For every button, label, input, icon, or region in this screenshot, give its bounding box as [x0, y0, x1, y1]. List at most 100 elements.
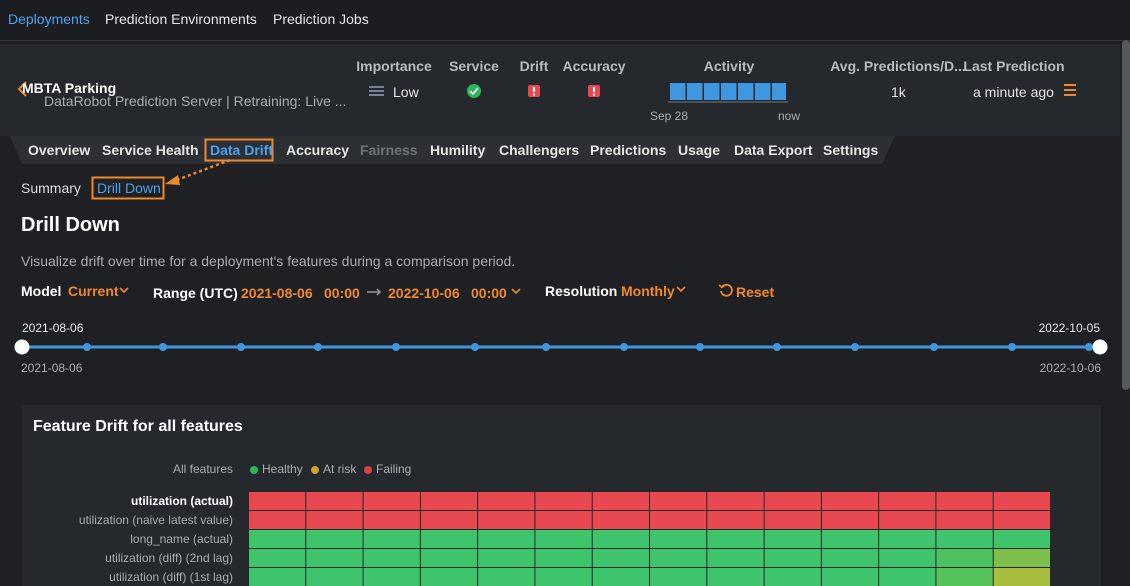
tab[interactable]: Data Drift [210, 142, 274, 158]
row-label: utilization (actual) [131, 494, 233, 508]
timeline-label: 2021-08-06 [21, 361, 83, 375]
summary-header: Importance [356, 58, 432, 74]
heatmap-cell [993, 511, 1050, 529]
range-start-date[interactable]: 2021-08-06 [241, 285, 313, 301]
heatmap-cell [306, 549, 363, 567]
summary-header: Accuracy [562, 58, 626, 74]
model-select[interactable]: Current [68, 283, 119, 299]
reset-arrow [718, 284, 726, 289]
activity-end: now [778, 109, 801, 123]
heatmap-cell [764, 568, 821, 586]
heatmap-cell [936, 492, 993, 510]
row-label: long_name (actual) [130, 532, 233, 546]
summary-header: Avg. Predictions/D... [830, 58, 966, 74]
heatmap-cell [535, 492, 592, 510]
heatmap-cell [363, 511, 420, 529]
row-label: utilization (diff) (1st lag) [109, 570, 233, 584]
heatmap-cell [478, 530, 535, 548]
legend-label: At risk [323, 462, 357, 476]
heatmap [249, 466, 1050, 586]
range-end-date[interactable]: 2022-10-06 [388, 285, 460, 301]
heatmap-cell [764, 530, 821, 548]
importance-icon [369, 86, 384, 96]
timeline-handle-end[interactable] [1092, 339, 1108, 355]
scrollbar[interactable] [1122, 40, 1130, 390]
heatmap-cell [535, 549, 592, 567]
subtab[interactable]: Summary [21, 180, 81, 196]
heatmap-cell [306, 511, 363, 529]
heatmap-cell [420, 568, 478, 586]
chevrons [119, 286, 686, 295]
heatmap-cell [249, 511, 306, 529]
reset-button[interactable]: Reset [736, 284, 775, 300]
tab[interactable]: Service Health [102, 142, 199, 158]
heatmap-cell [478, 549, 535, 567]
heatmap-cell [592, 511, 649, 529]
nav-link[interactable]: Prediction Jobs [273, 11, 369, 27]
tab[interactable]: Settings [823, 142, 879, 158]
tab[interactable]: Usage [678, 142, 721, 158]
heatmap-cell [993, 549, 1050, 567]
tab[interactable]: Challengers [499, 142, 580, 158]
tab-highlight [204, 138, 274, 162]
heatmap-cell [306, 492, 363, 510]
deployment-header [0, 44, 1120, 136]
heatmap-cell [993, 530, 1050, 548]
legend-title: All features [172, 462, 233, 476]
heatmap-cell [650, 568, 707, 586]
resolution-select[interactable]: Monthly [621, 283, 675, 299]
callout-arrowhead [165, 175, 180, 185]
timeline-points[interactable] [83, 343, 1093, 351]
heatmap-cell [707, 530, 764, 548]
nav-link[interactable]: Deployments [8, 11, 90, 27]
heatmap-cell [764, 549, 821, 567]
summary-header: Last Prediction [963, 58, 1065, 74]
timeline-handle-start[interactable] [14, 339, 30, 355]
subtab[interactable]: Drill Down [97, 180, 161, 196]
back-icon[interactable] [17, 81, 27, 97]
tab[interactable]: Data Export [734, 142, 813, 158]
page-title: Drill Down [21, 214, 120, 236]
reset-icon[interactable] [720, 283, 733, 297]
heatmap-cell [879, 492, 936, 510]
heatmap-cell [592, 549, 649, 567]
heatmap-cell [535, 511, 592, 529]
heatmap-cell [821, 511, 879, 529]
model-label: Model [21, 283, 62, 299]
heatmap-cell [592, 492, 649, 510]
legend-label: Failing [376, 462, 412, 476]
tab[interactable]: Accuracy [286, 142, 350, 158]
top-nav [0, 0, 1130, 41]
heatmap-cell [478, 511, 535, 529]
legend-dot [364, 466, 372, 474]
tab[interactable]: Humility [430, 142, 486, 158]
heatmap-cell [650, 492, 707, 510]
heatmap-cell [592, 530, 649, 548]
page-description: Visualize drift over time for a deployme… [21, 253, 516, 269]
last-prediction: a minute ago [973, 84, 1054, 100]
heatmap-cell [592, 568, 649, 586]
heatmap-cell [420, 511, 478, 529]
legend-label: Healthy [262, 462, 303, 476]
summary-header: Drift [519, 58, 549, 74]
heatmap-cell [764, 511, 821, 529]
heatmap-cell [420, 549, 478, 567]
tab[interactable]: Fairness [360, 142, 418, 158]
legend-dot [311, 466, 319, 474]
heatmap-cell [821, 568, 879, 586]
heatmap-cell [821, 530, 879, 548]
timeline-label: 2022-10-06 [1039, 361, 1101, 375]
tab[interactable]: Overview [28, 142, 91, 158]
heatmap-cell [879, 549, 936, 567]
activity-start: Sep 28 [650, 109, 689, 123]
tab[interactable]: Predictions [590, 142, 667, 158]
menu-icon[interactable] [1064, 84, 1076, 96]
range-start-time[interactable]: 00:00 [324, 285, 360, 301]
avg-predictions: 1k [891, 84, 906, 100]
range-end-time[interactable]: 00:00 [471, 285, 507, 301]
nav-link[interactable]: Prediction Environments [105, 11, 257, 27]
heatmap-cell [993, 568, 1050, 586]
tab-bar [10, 136, 895, 164]
heatmap-cell [535, 530, 592, 548]
